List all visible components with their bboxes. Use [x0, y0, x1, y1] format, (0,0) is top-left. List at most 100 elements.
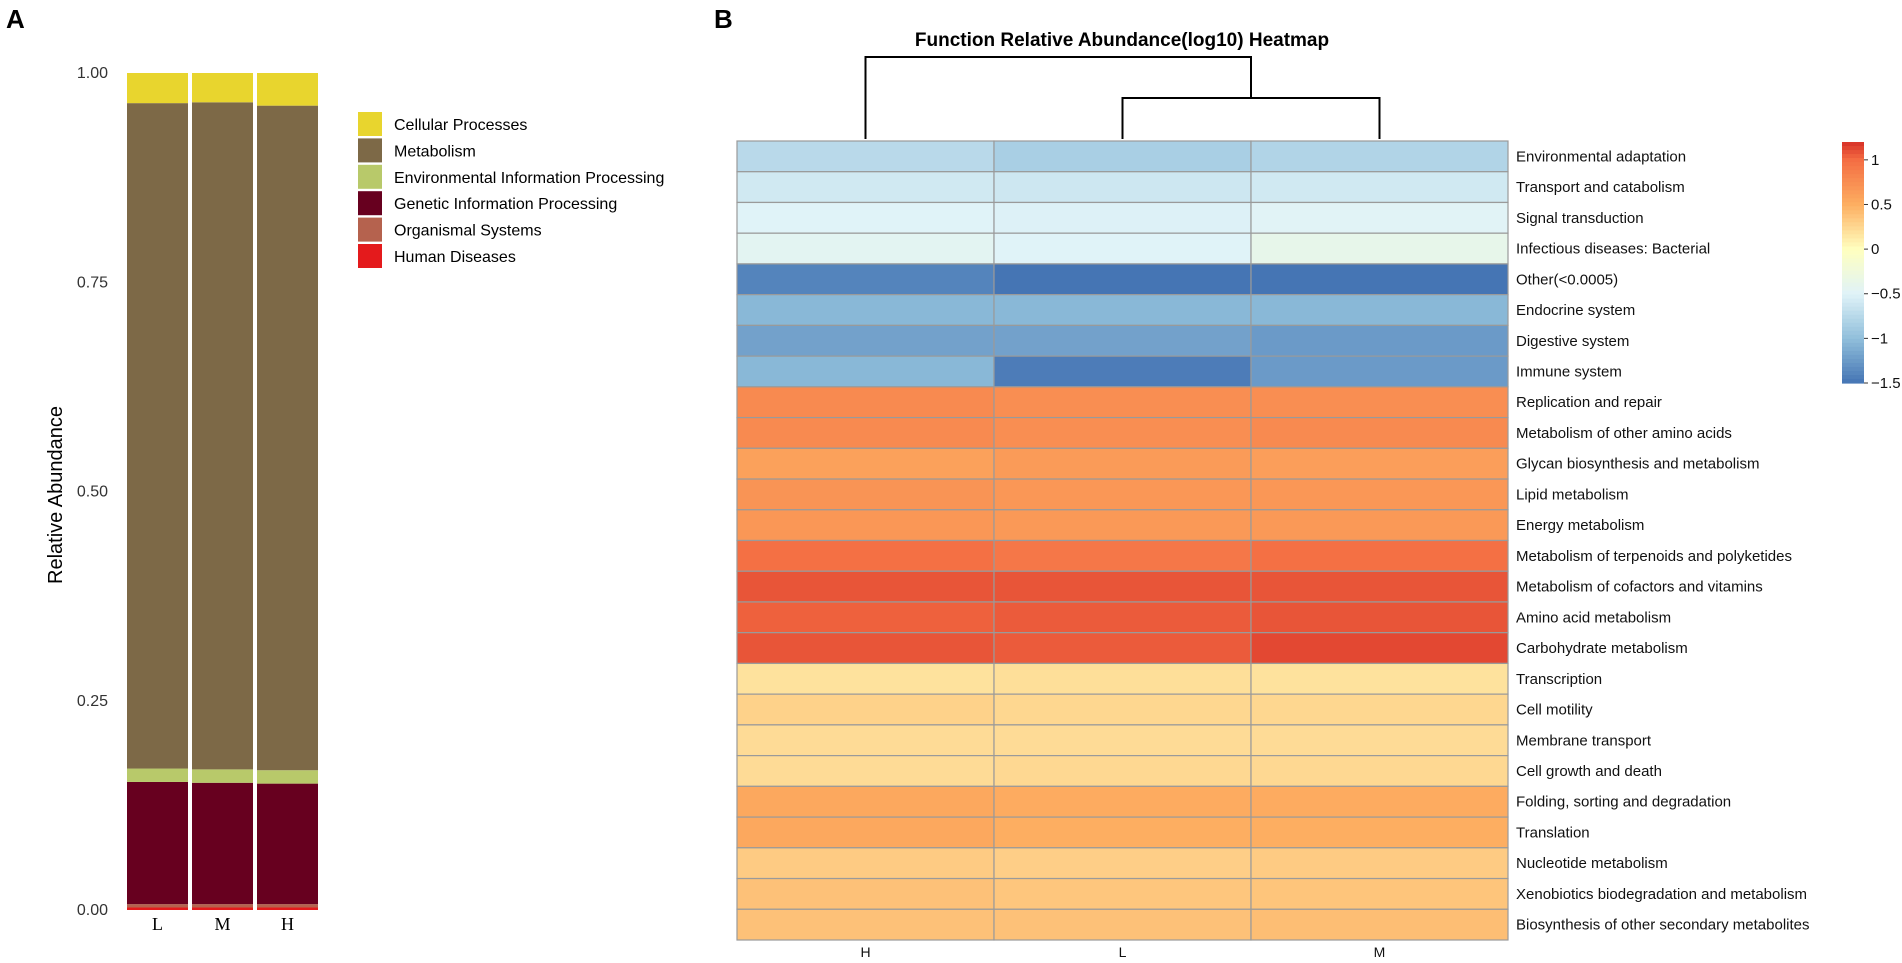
heatmap-cell — [993, 785, 1252, 818]
legend-label: Environmental Information Processing — [394, 170, 664, 187]
colorbar-segment — [1842, 170, 1864, 175]
heatmap-title: Function Relative Abundance(log10) Heatm… — [915, 30, 1329, 51]
heatmap-cell — [993, 601, 1252, 634]
bar-segment — [127, 73, 188, 104]
colorbar-segment — [1842, 158, 1864, 163]
dendrogram-branch-root — [864, 56, 1252, 139]
bar-segment — [192, 782, 253, 905]
bar-segment — [257, 904, 318, 908]
heatmap-cell — [1250, 570, 1509, 603]
colorbar-segment — [1842, 274, 1864, 280]
colorbar-segment — [1842, 370, 1864, 376]
column-dendrogram — [864, 56, 1381, 139]
bar-segment — [257, 907, 318, 910]
colorbar-segment — [1842, 362, 1864, 368]
x-tick-label: H — [281, 914, 294, 934]
column-label: M — [1374, 944, 1386, 960]
heatmap-cell — [1250, 478, 1509, 511]
colorbar-tick-label: −1 — [1871, 330, 1888, 347]
heatmap-cell — [736, 908, 995, 941]
heatmap-cell — [736, 601, 995, 634]
row-label: Metabolism of other amino acids — [1516, 425, 1732, 442]
heatmap-cell — [1250, 171, 1509, 204]
heatmap-cell — [993, 693, 1252, 726]
colorbar-segment — [1842, 186, 1864, 191]
legend-label: Metabolism — [394, 143, 476, 160]
bar-segment — [257, 783, 318, 905]
legend-swatch — [358, 138, 382, 163]
colorbar-segment — [1842, 278, 1864, 284]
bar-segment — [192, 904, 253, 908]
heatmap-cell — [736, 386, 995, 419]
heatmap-cell — [1250, 908, 1509, 941]
row-label: Nucleotide metabolism — [1516, 855, 1668, 872]
y-tick-label: 0.50 — [77, 484, 108, 501]
heatmap-cell — [736, 263, 995, 296]
heatmap-cell — [736, 478, 995, 511]
colorbar-segment — [1842, 150, 1864, 155]
row-label: Folding, sorting and degradation — [1516, 794, 1731, 811]
heatmap-cell — [993, 324, 1252, 357]
heatmap-cell — [1250, 509, 1509, 542]
heatmap-cell — [1250, 447, 1509, 480]
colorbar-segment — [1842, 282, 1864, 288]
heatmap-cell — [1250, 386, 1509, 419]
bar-segment — [257, 770, 318, 784]
heatmap-cell — [993, 755, 1252, 787]
heatmap-cell — [993, 478, 1252, 511]
bar-segment — [192, 102, 253, 770]
colorbar-segment — [1842, 334, 1864, 340]
colorbar-segment — [1842, 206, 1864, 211]
heatmap-cell — [736, 232, 995, 265]
row-label: Biosynthesis of other secondary metaboli… — [1516, 917, 1810, 934]
heatmap-cell — [1250, 785, 1509, 818]
heatmap-cell — [736, 171, 995, 204]
colorbar-segment — [1842, 306, 1864, 312]
heatmap-cell — [736, 632, 995, 665]
heatmap-cell — [993, 263, 1252, 296]
heatmap-cell — [1250, 755, 1509, 787]
x-tick-label: L — [152, 914, 163, 934]
heatmap-cells — [736, 140, 1509, 941]
colorbar-tick-label: −1.5 — [1871, 375, 1901, 392]
heatmap-cell — [993, 386, 1252, 419]
heatmap-cell — [1250, 324, 1509, 357]
heatmap-cell — [993, 724, 1252, 757]
row-labels: Environmental adaptation Transport and ca… — [1516, 148, 1810, 933]
colorbar-segment — [1842, 234, 1864, 239]
colorbar-segment — [1842, 218, 1864, 223]
bar-segment — [127, 768, 188, 782]
bar-segment — [127, 781, 188, 905]
heatmap-cell — [993, 201, 1252, 234]
colorbar-segment — [1842, 254, 1864, 260]
heatmap-cell — [736, 570, 995, 603]
colorbar-segment — [1842, 178, 1864, 183]
y-tick-label: 0.25 — [77, 693, 108, 710]
legend-label: Organismal Systems — [394, 223, 542, 240]
row-label: Translation — [1516, 824, 1590, 841]
heatmap-cell — [736, 201, 995, 234]
heatmap-cell — [993, 509, 1252, 542]
colorbar-segment — [1842, 330, 1864, 336]
y-tick-labels: 0.00 0.25 0.50 0.75 1.00 — [77, 65, 108, 919]
heatmap-cell — [1250, 662, 1509, 695]
colorbar-tick-label: 0 — [1871, 241, 1879, 258]
y-tick-label: 0.00 — [77, 902, 108, 919]
bar-segment — [127, 103, 188, 769]
heatmap-cell — [736, 355, 995, 388]
heatmap-cell — [1250, 877, 1509, 910]
colorbar-segment — [1842, 242, 1864, 248]
colorbar-tick-label: 1 — [1871, 152, 1879, 169]
legend-label: Cellular Processes — [394, 117, 527, 134]
panel-a-label: A — [6, 4, 25, 34]
heatmap-cell — [736, 693, 995, 726]
colorbar-segment — [1842, 202, 1864, 207]
bar-segment — [127, 907, 188, 910]
colorbar-segment — [1842, 214, 1864, 219]
colorbar-segment — [1842, 146, 1864, 151]
row-label: Metabolism of cofactors and vitamins — [1516, 579, 1763, 596]
heatmap-cell — [993, 140, 1252, 173]
legend-swatch — [358, 191, 382, 216]
